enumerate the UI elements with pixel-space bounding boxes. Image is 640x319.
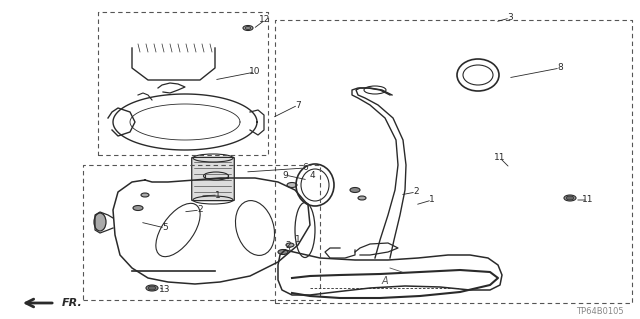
Circle shape <box>358 196 366 200</box>
Text: 8: 8 <box>557 63 563 72</box>
Circle shape <box>564 195 576 201</box>
Text: 3: 3 <box>507 13 513 23</box>
Text: 1: 1 <box>215 190 221 199</box>
Circle shape <box>133 205 143 211</box>
Text: 6: 6 <box>302 164 308 173</box>
Circle shape <box>148 286 156 290</box>
Text: 9: 9 <box>282 170 288 180</box>
FancyBboxPatch shape <box>192 157 234 201</box>
Text: 7: 7 <box>295 100 301 109</box>
Circle shape <box>245 26 251 29</box>
Ellipse shape <box>94 213 106 231</box>
Text: 10: 10 <box>249 68 260 77</box>
Circle shape <box>146 285 158 291</box>
Text: 1: 1 <box>429 196 435 204</box>
Text: 12: 12 <box>259 16 271 25</box>
Circle shape <box>286 243 294 247</box>
Circle shape <box>141 193 149 197</box>
Text: 4: 4 <box>309 170 315 180</box>
Text: 2: 2 <box>285 241 291 249</box>
Text: 11: 11 <box>582 196 594 204</box>
Text: FR.: FR. <box>62 298 83 308</box>
Circle shape <box>278 249 288 255</box>
Text: $\it{A}$: $\it{A}$ <box>381 274 389 286</box>
Circle shape <box>243 26 253 31</box>
Text: 5: 5 <box>162 224 168 233</box>
Text: 1: 1 <box>295 235 301 244</box>
Text: 2: 2 <box>413 188 419 197</box>
Text: 2: 2 <box>197 205 203 214</box>
Circle shape <box>350 188 360 192</box>
Text: 11: 11 <box>494 153 506 162</box>
Text: TP64B0105: TP64B0105 <box>576 308 624 316</box>
Circle shape <box>287 182 297 188</box>
Circle shape <box>566 196 574 200</box>
Text: 13: 13 <box>159 286 171 294</box>
